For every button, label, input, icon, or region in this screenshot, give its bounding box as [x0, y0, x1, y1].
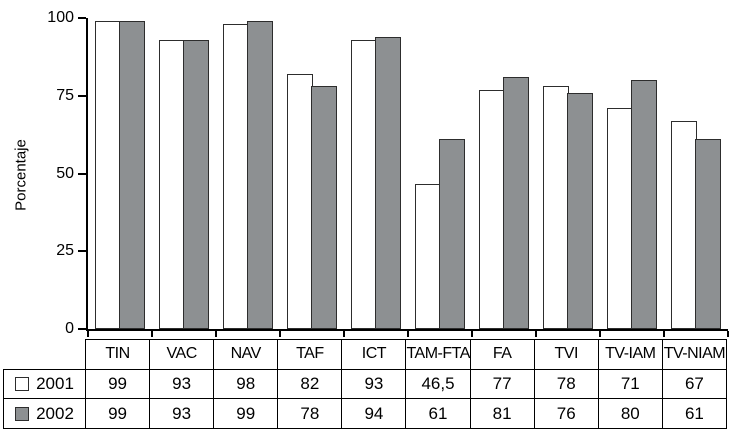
legend-cell-2001: 2001	[3, 368, 86, 400]
bar-2001-ICT	[350, 39, 377, 329]
table-cell: 93	[149, 398, 215, 429]
table-cell: 46,5	[405, 368, 471, 400]
x-axis-tick	[87, 331, 89, 337]
bar-group-TAM-FTA	[408, 18, 472, 329]
x-axis-tick	[599, 331, 601, 337]
bar-2002-FA	[503, 77, 530, 329]
bar-2002-TIN	[119, 21, 146, 329]
table-header-cell: TAF	[277, 339, 343, 370]
y-axis-tick	[78, 94, 86, 97]
y-axis-tick	[78, 172, 86, 175]
table-cell: 81	[469, 398, 535, 429]
x-axis-tick	[407, 331, 409, 337]
table-cell: 80	[597, 398, 663, 429]
bar-group-NAV	[216, 18, 280, 329]
bar-2002-TAM-FTA	[439, 139, 466, 329]
table-header-cell: NAV	[213, 339, 279, 370]
table-cell: 99	[213, 398, 279, 429]
bar-2002-VAC	[183, 39, 210, 329]
bar-2001-TVI	[542, 86, 569, 329]
table-header-cell: TAM-FTA	[405, 339, 471, 370]
bar-group-FA	[472, 18, 536, 329]
table-cell: 94	[341, 398, 407, 429]
table-row-2002: 2002 99 93 99 78 94 61 81 76 80 61	[3, 398, 728, 429]
table-cell: 78	[533, 368, 599, 400]
bar-2002-TVI	[567, 92, 594, 329]
x-axis-tick	[471, 331, 473, 337]
bar-group-TV-NIAM	[664, 18, 728, 329]
bar-group-TAF	[280, 18, 344, 329]
y-tick-label: 25	[56, 242, 74, 260]
table-header-cell: FA	[469, 339, 535, 370]
legend-swatch-2001	[15, 376, 30, 391]
table-cell: 78	[277, 398, 343, 429]
table-cell: 93	[149, 368, 215, 400]
bar-group-TVI	[536, 18, 600, 329]
table-cell: 93	[341, 368, 407, 400]
x-axis-tick	[151, 331, 153, 337]
table-cell: 76	[533, 398, 599, 429]
legend-swatch-2002	[15, 406, 30, 421]
bar-group-TIN	[88, 18, 152, 329]
table-row-2001: 2001 99 93 98 82 93 46,5 77 78 71 67	[3, 368, 728, 400]
y-tick-label: 50	[56, 164, 74, 182]
y-tick-label: 75	[56, 86, 74, 104]
bar-group-TV-IAM	[600, 18, 664, 329]
y-tick-label: 0	[65, 320, 74, 337]
bar-2001-TAM-FTA	[414, 184, 441, 329]
table-corner-cell	[3, 339, 86, 370]
table-cell: 71	[597, 368, 663, 400]
bar-2002-TV-NIAM	[695, 139, 722, 329]
table-header-cell: ICT	[341, 339, 407, 370]
bar-2001-TV-NIAM	[670, 120, 697, 329]
table-cell: 82	[277, 368, 343, 400]
bar-2002-TAF	[311, 86, 338, 329]
table-cell: 99	[84, 368, 151, 400]
table-cell: 61	[405, 398, 471, 429]
y-axis-tick	[78, 328, 86, 330]
table-header-cell: TV-IAM	[597, 339, 663, 370]
table-header-row: TIN VAC NAV TAF ICT TAM-FTA FA TVI TV-IAM TV-NIAM	[3, 339, 728, 370]
table-header-cell: TIN	[84, 339, 151, 370]
data-table: TIN VAC NAV TAF ICT TAM-FTA FA TVI TV-IAM TV-NIAM…	[3, 339, 728, 429]
x-axis-tick	[343, 331, 345, 337]
table-cell: 67	[661, 368, 728, 400]
bar-2001-TV-IAM	[606, 108, 633, 329]
bar-2002-NAV	[247, 21, 274, 329]
y-axis-tick	[78, 250, 86, 253]
bar-2002-ICT	[375, 36, 402, 329]
bar-group-ICT	[344, 18, 408, 329]
bar-2001-TAF	[286, 73, 313, 329]
bar-2001-NAV	[222, 24, 249, 329]
x-axis-tick	[215, 331, 217, 337]
x-axis-tick	[535, 331, 537, 337]
table-header-cell: VAC	[149, 339, 215, 370]
table-cell: 61	[661, 398, 728, 429]
legend-label: 2002	[36, 403, 74, 423]
table-cell: 98	[213, 368, 279, 400]
x-axis-tick	[663, 331, 665, 337]
bar-2002-TV-IAM	[631, 80, 658, 329]
table-cell: 99	[84, 398, 151, 429]
bar-2001-FA	[478, 89, 505, 329]
bar-2001-VAC	[158, 39, 185, 329]
table-cell: 77	[469, 368, 535, 400]
x-axis-tick	[279, 331, 281, 337]
legend-label: 2001	[36, 373, 74, 393]
plot-area: 0 25 50 75 100	[47, 10, 729, 337]
x-axis-tick	[727, 331, 729, 337]
legend-cell-2002: 2002	[3, 398, 86, 429]
bar-group-VAC	[152, 18, 216, 329]
table-header-cell: TV-NIAM	[661, 339, 728, 370]
bar-2001-TIN	[94, 21, 121, 329]
table-header-cell: TVI	[533, 339, 599, 370]
y-axis-tick	[78, 17, 86, 19]
y-tick-label: 100	[47, 9, 74, 26]
